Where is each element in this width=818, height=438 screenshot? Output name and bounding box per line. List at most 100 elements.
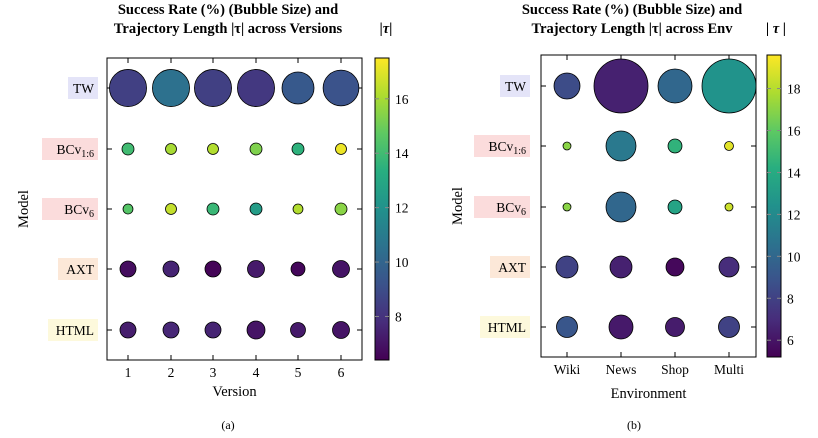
colorbar-tick-label: 14: [395, 146, 409, 161]
x-tick-label: 4: [253, 365, 260, 380]
bubble-BCv1:6-4: [249, 142, 263, 156]
x-tick-label: Shop: [661, 362, 689, 377]
bubble-BCv1:6-Shop: [667, 138, 683, 154]
chart-title-line: Success Rate (%) (Bubble Size) and: [118, 2, 338, 18]
x-axis-label: Version: [212, 384, 257, 400]
bubble-BCv6-3: [206, 202, 220, 216]
bubble-HTML-News: [608, 314, 634, 340]
y-tick-label-bcv6: BCv6: [496, 200, 526, 218]
model-label-background: [48, 319, 98, 341]
model-label-background: [490, 256, 530, 278]
bubble-BCv1:6-3: [207, 143, 219, 155]
y-tick-label-axt: AXT: [498, 260, 526, 275]
model-label-background: [68, 77, 98, 99]
colorbar-tick-label: 16: [787, 124, 801, 139]
colorbar-tick-label: 18: [787, 82, 801, 97]
bubble-BCv1:6-Wiki: [562, 141, 572, 151]
bubble-AXT-Wiki: [555, 255, 579, 279]
bubble-AXT-Shop: [665, 257, 685, 277]
model-label-background: [42, 138, 98, 160]
chart-environments: Success Rate (%) (Bubble Size) and Trajec…: [450, 2, 801, 402]
bubble-HTML-Multi: [718, 316, 740, 338]
bubble-BCv6-1: [122, 203, 134, 215]
colorbar-tick-label: 8: [787, 291, 794, 306]
bubble-AXT-Multi: [718, 256, 740, 278]
colorbar-tick-label: 14: [787, 165, 801, 180]
bubble-BCv1:6-1: [121, 142, 135, 156]
bubble-AXT-News: [609, 255, 633, 279]
y-tick-label-html: HTML: [56, 323, 94, 338]
bubble-AXT-4: [247, 260, 265, 278]
colorbar: [374, 57, 390, 361]
y-tick-label-bcv6: BCv6: [64, 202, 94, 220]
bubble-HTML-1: [119, 321, 137, 339]
bubble-TW-Multi: [701, 58, 757, 114]
y-axis-label: Model: [16, 190, 32, 228]
x-axis-label: Environment: [611, 386, 687, 402]
chart-title-line: Trajectory Length |τ| across Env: [531, 21, 733, 37]
colorbar-label: | τ |: [766, 21, 786, 37]
bubble-TW-Shop: [657, 68, 693, 104]
bubble-BCv1:6-2: [165, 143, 177, 155]
colorbar-tick-label: 12: [395, 201, 409, 216]
bubble-TW-News: [593, 58, 649, 114]
bubble-HTML-4: [246, 320, 266, 340]
bubble-AXT-5: [290, 261, 306, 277]
bubble-TW-3: [194, 69, 232, 107]
bubble-AXT-6: [332, 260, 350, 278]
plot-frame: [106, 57, 363, 361]
model-label-background: [42, 198, 98, 220]
model-label-subscript: 1:6: [81, 149, 94, 160]
bubble-HTML-2: [162, 321, 180, 339]
colorbar-tick-label: 10: [787, 249, 801, 264]
x-tick-label: 3: [210, 365, 217, 380]
colorbar-tick-label: 16: [395, 92, 409, 107]
y-tick-label-html: HTML: [488, 320, 526, 335]
colorbar-tick-label: 10: [395, 255, 409, 270]
bubble-BCv6-Wiki: [562, 202, 572, 212]
bubble-AXT-3: [204, 260, 222, 278]
colorbar: [766, 54, 782, 358]
model-label-background: [58, 258, 98, 280]
bubble-BCv1:6-5: [291, 142, 305, 156]
chart-title-line: Success Rate (%) (Bubble Size) and: [522, 2, 742, 18]
x-tick-label: 2: [168, 365, 175, 380]
y-tick-label-axt: AXT: [66, 262, 94, 277]
model-label-background: [480, 316, 530, 338]
bubble-HTML-3: [204, 321, 222, 339]
bubble-HTML-Wiki: [556, 316, 578, 338]
chart-title-line: Trajectory Length |τ| across Versions: [114, 21, 343, 37]
bubble-BCv6-4: [249, 202, 263, 216]
y-tick-label-tw: TW: [505, 79, 526, 94]
plot-frame: [540, 54, 757, 358]
caption-b: (b): [627, 418, 641, 432]
x-tick-label: 6: [338, 365, 345, 380]
bubble-HTML-6: [332, 321, 350, 339]
colorbar-tick-label: 8: [395, 309, 402, 324]
colorbar-tick-label: 6: [787, 333, 794, 348]
bubble-HTML-5: [290, 322, 306, 338]
bubble-BCv1:6-News: [605, 130, 637, 162]
colorbar-label: |τ|: [380, 21, 393, 37]
model-label-subscript: 6: [89, 209, 94, 220]
y-axis-label: Model: [450, 187, 466, 225]
chart-versions: Success Rate (%) (Bubble Size) and Trajec…: [16, 2, 409, 400]
caption-a: (a): [221, 418, 234, 432]
bubble-TW-1: [109, 69, 147, 107]
model-label-background: [500, 75, 530, 97]
x-tick-label: Wiki: [554, 362, 581, 377]
bubble-TW-5: [281, 71, 315, 105]
bubble-AXT-2: [162, 260, 180, 278]
bubble-BCv6-Multi: [724, 202, 734, 212]
model-label-subscript: 6: [521, 207, 526, 218]
bubble-HTML-Shop: [665, 317, 685, 337]
y-tick-label-tw: TW: [73, 81, 94, 96]
bubble-BCv1:6-6: [335, 143, 347, 155]
model-label-subscript: 1:6: [513, 146, 526, 157]
bubble-TW-Wiki: [553, 72, 581, 100]
bubble-TW-6: [322, 69, 360, 107]
bubble-BCv6-5: [292, 203, 304, 215]
model-label-background: [474, 135, 530, 157]
bubble-BCv6-Shop: [667, 199, 683, 215]
